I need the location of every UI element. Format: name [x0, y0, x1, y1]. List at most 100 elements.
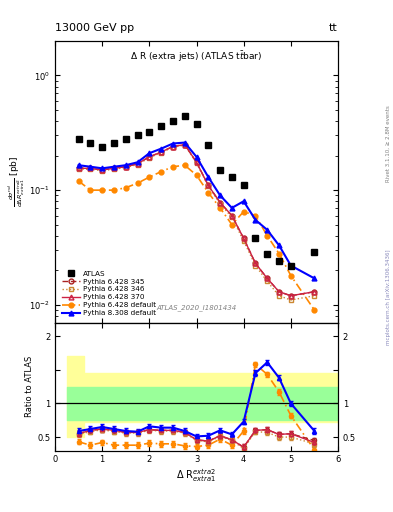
Pythia 6.428 370: [182, 141, 187, 147]
Pythia 6.428 345: [288, 293, 293, 299]
ATLAS: [241, 182, 246, 188]
X-axis label: $\Delta$ R$^{extra2}_{extra1}$: $\Delta$ R$^{extra2}_{extra1}$: [176, 467, 217, 484]
Pythia 6.428 370: [147, 154, 152, 160]
Pythia 6.428 default: [230, 222, 234, 228]
Pythia 6.428 345: [88, 165, 93, 172]
Pythia 6.428 default: [288, 272, 293, 279]
Pythia 6.428 345: [135, 161, 140, 167]
Pythia 6.428 370: [265, 275, 270, 282]
Pythia 6.428 370: [135, 161, 140, 167]
Pythia 6.428 346: [194, 160, 199, 166]
Pythia 6.428 default: [123, 185, 128, 191]
Pythia 6.428 default: [206, 189, 211, 196]
Pythia 8.308 default: [171, 140, 175, 146]
Pythia 6.428 370: [241, 235, 246, 241]
Pythia 6.428 346: [159, 150, 163, 156]
Pythia 6.428 345: [312, 289, 317, 295]
Pythia 8.308 default: [253, 217, 258, 223]
Pythia 6.428 345: [123, 164, 128, 170]
Pythia 6.428 default: [76, 178, 81, 184]
Pythia 6.428 346: [230, 214, 234, 220]
ATLAS: [218, 167, 222, 173]
Pythia 6.428 default: [147, 174, 152, 180]
Pythia 6.428 370: [171, 143, 175, 150]
Pythia 6.428 default: [312, 307, 317, 313]
Pythia 8.308 default: [218, 193, 222, 199]
Pythia 6.428 370: [206, 182, 211, 188]
ATLAS: [253, 235, 258, 241]
Text: 13000 GeV pp: 13000 GeV pp: [55, 23, 134, 33]
Line: Pythia 6.428 370: Pythia 6.428 370: [76, 142, 317, 298]
Line: Pythia 6.428 346: Pythia 6.428 346: [76, 143, 317, 303]
Pythia 6.428 370: [288, 293, 293, 299]
Pythia 8.308 default: [123, 162, 128, 168]
Pythia 8.308 default: [230, 205, 234, 211]
Pythia 6.428 default: [100, 187, 105, 193]
ATLAS: [112, 139, 116, 145]
Pythia 6.428 370: [88, 165, 93, 172]
Text: $\Delta$ R (extra jets) (ATLAS t$\bar{t}$bar): $\Delta$ R (extra jets) (ATLAS t$\bar{t}…: [130, 50, 263, 65]
Pythia 6.428 345: [241, 235, 246, 241]
Pythia 6.428 345: [171, 143, 175, 150]
Pythia 6.428 default: [241, 208, 246, 215]
Pythia 6.428 345: [100, 167, 105, 173]
Pythia 6.428 346: [241, 238, 246, 244]
Pythia 6.428 345: [253, 260, 258, 266]
Pythia 6.428 370: [123, 164, 128, 170]
Legend: ATLAS, Pythia 6.428 345, Pythia 6.428 346, Pythia 6.428 370, Pythia 6.428 defaul: ATLAS, Pythia 6.428 345, Pythia 6.428 34…: [59, 268, 159, 319]
Pythia 6.428 346: [312, 293, 317, 299]
Pythia 8.308 default: [288, 263, 293, 269]
Pythia 6.428 346: [288, 297, 293, 303]
Line: ATLAS: ATLAS: [75, 113, 318, 269]
Pythia 8.308 default: [147, 150, 152, 156]
ATLAS: [100, 143, 105, 150]
ATLAS: [135, 133, 140, 139]
Pythia 6.428 default: [265, 232, 270, 239]
Pythia 6.428 default: [88, 187, 93, 193]
Pythia 8.308 default: [206, 174, 211, 180]
Pythia 8.308 default: [88, 164, 93, 170]
Pythia 6.428 345: [112, 165, 116, 172]
Pythia 6.428 default: [182, 162, 187, 168]
Pythia 6.428 default: [159, 168, 163, 175]
Pythia 6.428 346: [253, 263, 258, 269]
Text: tt: tt: [329, 23, 338, 33]
Pythia 6.428 default: [218, 205, 222, 211]
Pythia 8.308 default: [100, 165, 105, 172]
Pythia 6.428 346: [277, 293, 281, 299]
Pythia 6.428 346: [182, 142, 187, 148]
Pythia 6.428 346: [147, 155, 152, 161]
Pythia 6.428 default: [112, 187, 116, 193]
Pythia 6.428 346: [218, 201, 222, 207]
Pythia 6.428 370: [100, 167, 105, 173]
Pythia 6.428 346: [112, 166, 116, 173]
Pythia 6.428 370: [230, 212, 234, 219]
Line: Pythia 6.428 345: Pythia 6.428 345: [76, 142, 317, 298]
Pythia 6.428 370: [76, 165, 81, 172]
ATLAS: [277, 258, 281, 264]
Pythia 6.428 345: [218, 200, 222, 206]
ATLAS: [147, 129, 152, 135]
ATLAS: [159, 123, 163, 130]
Pythia 6.428 370: [194, 159, 199, 165]
Pythia 6.428 345: [194, 159, 199, 165]
Pythia 6.428 346: [206, 183, 211, 189]
Pythia 6.428 370: [159, 149, 163, 155]
ATLAS: [123, 136, 128, 142]
Pythia 6.428 346: [171, 144, 175, 150]
Pythia 8.308 default: [265, 227, 270, 233]
ATLAS: [288, 263, 293, 269]
Pythia 6.428 346: [100, 167, 105, 174]
Pythia 6.428 370: [112, 165, 116, 172]
Text: Rivet 3.1.10, ≥ 2.8M events: Rivet 3.1.10, ≥ 2.8M events: [386, 105, 391, 182]
Pythia 8.308 default: [182, 139, 187, 145]
ATLAS: [182, 113, 187, 119]
Y-axis label: $\frac{d\sigma^{nd}}{d\Delta R_{extra1}^{extra2}}$ [pb]: $\frac{d\sigma^{nd}}{d\Delta R_{extra1}^…: [6, 156, 27, 207]
Pythia 8.308 default: [112, 164, 116, 170]
ATLAS: [88, 139, 93, 145]
ATLAS: [312, 249, 317, 255]
Y-axis label: Ratio to ATLAS: Ratio to ATLAS: [25, 356, 34, 417]
ATLAS: [206, 141, 211, 147]
Pythia 6.428 345: [277, 289, 281, 295]
ATLAS: [265, 250, 270, 257]
